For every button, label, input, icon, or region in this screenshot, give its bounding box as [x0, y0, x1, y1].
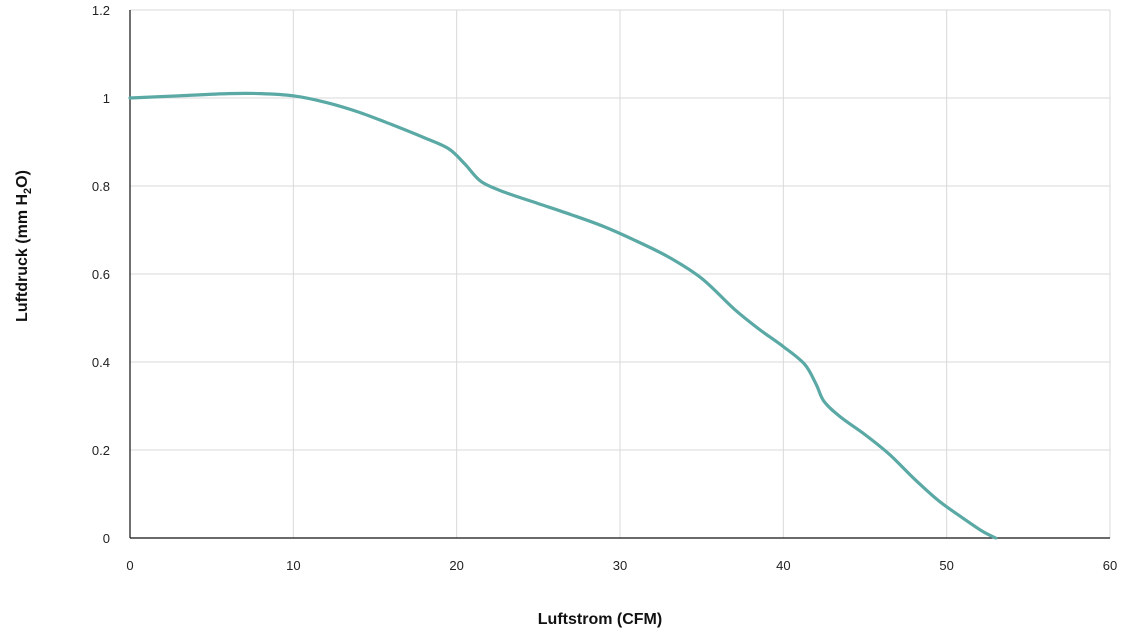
y-axis-title-suffix: O) — [14, 170, 31, 188]
x-tick-label: 40 — [776, 558, 790, 573]
series-group — [128, 91, 998, 540]
y-tick-label: 1.2 — [92, 3, 110, 18]
y-tick-labels: 0 0.2 0.4 0.6 0.8 1 1.2 — [92, 3, 110, 546]
y-axis-title-prefix: Luftdruck (mm H — [14, 194, 31, 322]
series-line-0 — [128, 91, 998, 540]
x-tick-label: 50 — [939, 558, 953, 573]
y-axis-title-subscript: 2 — [22, 188, 34, 194]
x-tick-label: 0 — [126, 558, 133, 573]
y-tick-label: 1 — [103, 91, 110, 106]
y-axis-title: Luftdruck (mm H2O) — [14, 170, 34, 322]
y-tick-label: 0.2 — [92, 443, 110, 458]
y-tick-label: 0.6 — [92, 267, 110, 282]
x-tick-label: 30 — [613, 558, 627, 573]
x-tick-label: 20 — [449, 558, 463, 573]
y-tick-label: 0.4 — [92, 355, 110, 370]
x-tick-label: 10 — [286, 558, 300, 573]
y-tick-label: 0 — [103, 531, 110, 546]
x-tick-labels: 0 10 20 30 40 50 60 — [126, 558, 1117, 573]
x-tick-label: 60 — [1103, 558, 1117, 573]
y-tick-label: 0.8 — [92, 179, 110, 194]
x-axis-title: Luftstrom (CFM) — [538, 611, 662, 628]
grid-lines — [130, 9, 1111, 538]
